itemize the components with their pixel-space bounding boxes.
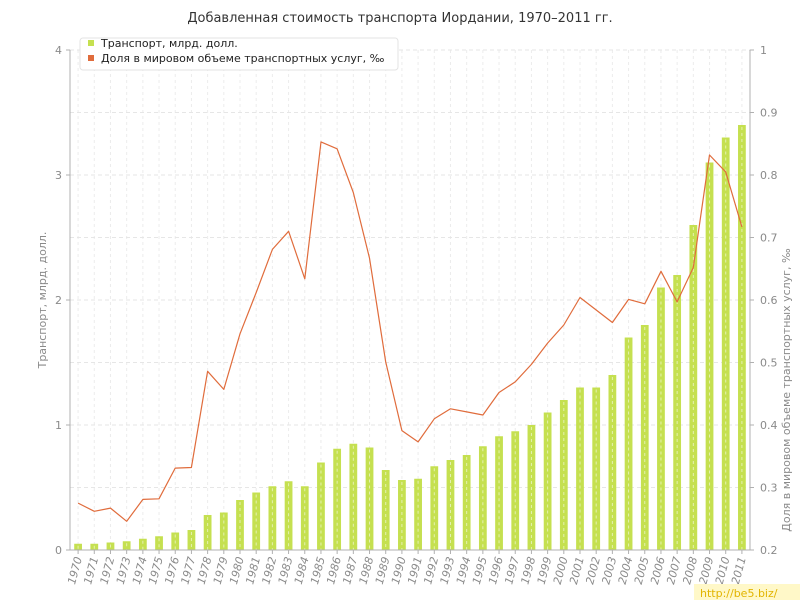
y-tick-label-right: 0.2 — [760, 544, 778, 557]
y-axis-left-ticks: 0 1 2 3 4 — [55, 44, 70, 557]
bar — [203, 515, 212, 550]
y-tick-label-right: 1 — [760, 44, 767, 57]
bar — [349, 443, 358, 550]
y-axis-left-label: Транспорт, млрд. долл. — [36, 232, 49, 370]
y-tick-label-right: 0.4 — [760, 419, 778, 432]
y-tick-label-right: 0.6 — [760, 294, 778, 307]
x-axis-ticks: 1970197119721973197419751976197719781979… — [65, 550, 749, 586]
y-tick-label-right: 0.9 — [760, 107, 778, 120]
line-path — [77, 141, 743, 522]
watermark: http://be5.biz/ — [694, 584, 800, 600]
bar — [300, 486, 309, 550]
legend-label-share: Доля в мировом объеме транспортных услуг… — [101, 52, 385, 65]
y-tick-label-left: 0 — [55, 544, 62, 557]
y-tick-label-left: 3 — [55, 169, 62, 182]
y-tick-label-right: 0.7 — [760, 232, 778, 245]
bar — [268, 486, 277, 550]
legend-swatch-line — [88, 55, 94, 61]
legend: Транспорт, млрд. долл. Доля в мировом об… — [79, 37, 399, 71]
bar — [462, 455, 471, 550]
legend-label-transport: Транспорт, млрд. долл. — [100, 37, 238, 50]
bar — [705, 162, 714, 550]
y-tick-label-right: 0.8 — [760, 169, 778, 182]
y-tick-label-left: 1 — [55, 419, 62, 432]
watermark-background — [694, 584, 800, 600]
y-tick-label-left: 2 — [55, 294, 62, 307]
bar — [414, 478, 422, 550]
bar — [317, 462, 325, 550]
chart-title: Добавленная стоимость транспорта Иордани… — [187, 11, 612, 26]
y-axis-right-label: Доля в мировом объеме транспортных услуг… — [780, 248, 793, 532]
line-series — [77, 141, 743, 522]
legend-swatch-bar — [88, 40, 94, 46]
bar — [689, 225, 698, 550]
bar — [236, 500, 244, 550]
y-tick-label-right: 0.3 — [760, 482, 778, 495]
y-axis-right-ticks: 0.2 0.3 0.4 0.5 0.6 0.7 0.8 0.9 1 — [750, 44, 778, 557]
bar-series — [74, 125, 746, 550]
bar — [673, 275, 682, 550]
bar — [219, 512, 228, 550]
bar — [511, 431, 520, 550]
legend-box — [79, 37, 399, 71]
y-tick-label-left: 4 — [55, 44, 62, 57]
watermark-text: http://be5.biz/ — [700, 587, 778, 600]
y-tick-label-right: 0.5 — [760, 357, 778, 370]
bar — [430, 466, 439, 550]
bar — [138, 538, 147, 550]
bar — [155, 536, 163, 550]
bar — [657, 287, 665, 550]
